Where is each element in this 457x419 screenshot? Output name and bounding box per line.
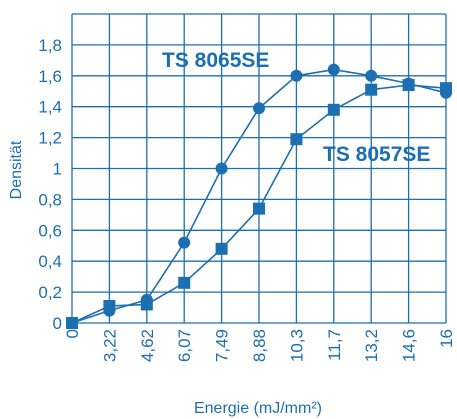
x-tick-label: 4,62 xyxy=(138,329,157,362)
y-tick-label: 0,4 xyxy=(38,252,62,271)
y-tick-label: 0,6 xyxy=(38,221,62,240)
data-point-square xyxy=(103,300,116,313)
x-tick-labels: 0 3,22 4,62 6,07 7,49 8,88 10,3 11,7 13,2 14,6 16 xyxy=(63,329,456,362)
y-tick-label: 1,6 xyxy=(38,67,62,86)
data-point-square xyxy=(253,202,265,215)
data-point-square xyxy=(327,103,340,116)
data-point-circle xyxy=(253,102,265,115)
y-tick-label: 1,2 xyxy=(38,129,62,148)
data-point-circle xyxy=(178,236,191,249)
data-point-square xyxy=(66,317,78,329)
y-tick-label: 1,8 xyxy=(38,36,62,55)
data-point-square xyxy=(365,83,378,96)
x-tick-label: 0 xyxy=(63,329,82,338)
x-tick-label: 6,07 xyxy=(175,329,194,362)
x-tick-label: 14,6 xyxy=(400,329,419,362)
y-tick-labels: 0 0,2 0,4 0,6 0,8 1 1,2 1,4 1,6 1,8 xyxy=(38,36,62,333)
x-tick-label: 3,22 xyxy=(100,329,119,362)
x-tick-label: 7,49 xyxy=(213,329,232,362)
y-tick-label: 0,2 xyxy=(38,283,62,302)
x-tick-label: 10,3 xyxy=(287,329,306,362)
data-point-circle xyxy=(290,69,303,82)
data-point-square xyxy=(178,276,191,289)
y-axis-title: Densität xyxy=(8,140,25,199)
x-tick-label: 11,7 xyxy=(325,329,344,361)
x-axis-title: Energie (mJ/mm²) xyxy=(194,400,322,417)
x-tick-label: 16 xyxy=(437,329,456,348)
data-point-square xyxy=(140,298,153,311)
y-tick-label: 0,8 xyxy=(38,190,62,209)
data-point-circle xyxy=(327,63,340,76)
series-ts-8057se xyxy=(66,79,452,329)
y-tick-label: 1 xyxy=(53,160,62,179)
data-point-circle xyxy=(215,162,228,175)
data-point-square xyxy=(440,82,452,95)
data-point-circle xyxy=(365,69,378,82)
data-point-square xyxy=(215,242,228,255)
series-label-ts8065se: TS 8065SE xyxy=(162,49,269,72)
y-tick-label: 0 xyxy=(53,314,62,333)
data-point-square xyxy=(290,133,303,146)
data-point-square xyxy=(402,79,415,92)
chart-grid xyxy=(71,13,447,324)
x-tick-label: 8,88 xyxy=(250,329,269,362)
x-tick-label: 13,2 xyxy=(362,329,381,362)
y-tick-label: 1,4 xyxy=(38,98,62,117)
chart-series xyxy=(66,63,452,329)
series-label-ts8057se: TS 8057SE xyxy=(323,143,430,166)
